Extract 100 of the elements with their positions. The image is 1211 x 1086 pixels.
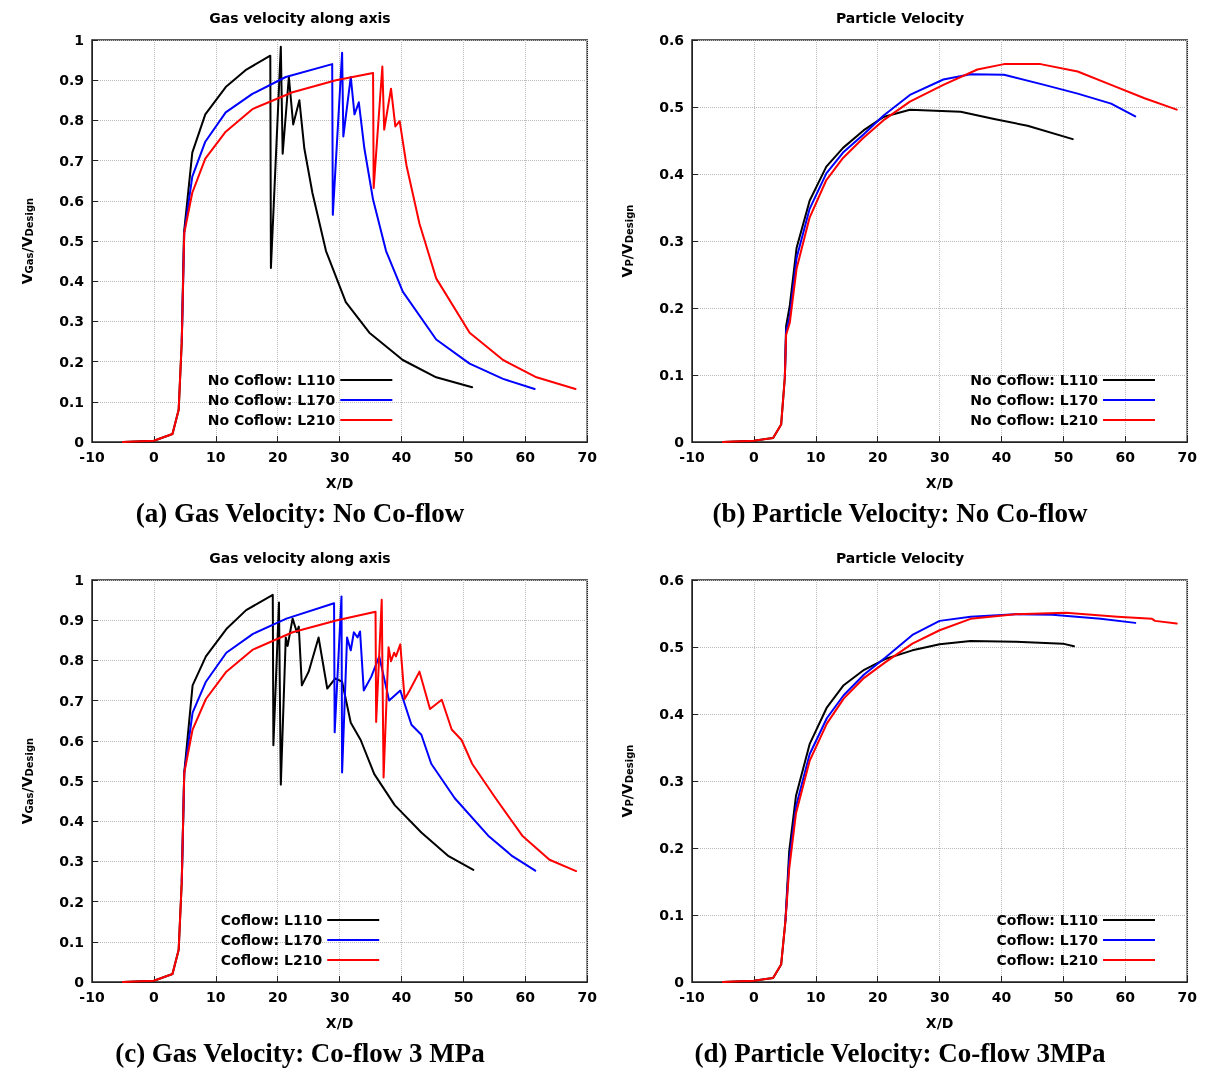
x-tick-label: -10 [79, 989, 105, 1005]
y-tick-label: 0.6 [59, 192, 84, 209]
legend-label: Coflow: L110 [996, 912, 1099, 928]
y-tick-label: 0.4 [659, 166, 685, 182]
chart-title: Gas velocity along axis [209, 10, 391, 26]
y-tick-label: 0.2 [659, 840, 684, 856]
x-tick-label: 50 [453, 989, 474, 1005]
x-tick-label: 10 [206, 989, 226, 1005]
x-tick-label: 20 [267, 449, 288, 465]
x-tick-label: 0 [149, 449, 160, 465]
x-axis-title: X/D [325, 475, 354, 491]
y-tick-label: 0.5 [659, 639, 684, 655]
y-tick-label: 0.6 [659, 572, 684, 588]
x-tick-label: 20 [267, 989, 288, 1005]
x-tick-label: 30 [929, 449, 950, 465]
x-tick-label: 60 [515, 449, 536, 465]
x-tick-label: 40 [991, 989, 1012, 1005]
legend-label: No Coflow: L210 [207, 412, 336, 428]
y-tick-label: 0.1 [59, 933, 84, 950]
legend-label: No Coflow: L110 [970, 372, 1099, 388]
x-tick-label: 40 [391, 989, 412, 1005]
x-tick-label: 60 [1115, 989, 1136, 1005]
x-axis-title: X/D [925, 1015, 954, 1031]
y-tick-label: 0.4 [59, 813, 85, 830]
x-tick-label: 70 [577, 989, 598, 1005]
y-tick-label: 0.5 [59, 773, 84, 789]
y-tick-label: 0.3 [59, 313, 84, 330]
x-tick-label: 30 [329, 449, 350, 465]
x-tick-label: 50 [1053, 989, 1074, 1005]
x-tick-label: 30 [929, 989, 950, 1005]
chart-title: Gas velocity along axis [209, 550, 391, 566]
x-tick-label: 70 [577, 449, 598, 465]
legend-label: No Coflow: L170 [970, 392, 1099, 408]
y-tick-label: 0.5 [659, 99, 684, 115]
x-tick-label: 60 [515, 989, 536, 1005]
y-tick-label: 0 [674, 434, 685, 450]
text: (c) Gas Velocity: Co-flow 3 MPa [114, 1038, 486, 1069]
chart-title: Particle Velocity [835, 10, 965, 26]
y-tick-label: 0.8 [59, 112, 84, 129]
legend-label: Coflow: L170 [996, 932, 1099, 948]
y-tick-label: 0 [74, 974, 85, 990]
legend-label: Coflow: L110 [220, 912, 323, 928]
legend-label: No Coflow: L210 [970, 412, 1099, 428]
y-tick-label: 0.9 [59, 612, 84, 629]
y-tick-label: 0.7 [59, 152, 84, 169]
y-tick-label: 0.4 [659, 706, 685, 722]
x-tick-label: 50 [453, 449, 474, 465]
x-tick-label: 0 [749, 449, 760, 465]
text: (a) Gas Velocity: No Co-flow [134, 498, 466, 529]
y-tick-label: 0.1 [659, 907, 684, 923]
x-tick-label: 40 [991, 449, 1012, 465]
x-axis-title: X/D [925, 475, 954, 491]
chart-title: Particle Velocity [835, 550, 965, 566]
x-axis-title: X/D [325, 1015, 354, 1031]
y-tick-label: 0.7 [59, 692, 84, 709]
y-tick-label: 1 [74, 572, 84, 588]
line-series [121, 598, 578, 983]
y-tick-label: 0.1 [59, 393, 84, 410]
y-tick-label: 1 [74, 32, 84, 48]
y-tick-label: 0.2 [59, 353, 84, 370]
y-tick-label: 0.3 [59, 853, 84, 870]
legend-label: No Coflow: L170 [207, 392, 336, 408]
y-tick-label: 0.2 [59, 893, 84, 910]
y-tick-label: 0.8 [59, 652, 84, 669]
x-tick-label: 70 [1177, 449, 1198, 465]
x-tick-label: 10 [806, 449, 826, 465]
y-tick-label: 0.5 [59, 233, 84, 249]
y-tick-label: 0.4 [59, 273, 85, 290]
x-tick-label: -10 [679, 989, 705, 1005]
x-tick-label: -10 [679, 449, 705, 465]
x-tick-label: 40 [391, 449, 412, 465]
x-tick-label: -10 [79, 449, 105, 465]
x-tick-label: 0 [749, 989, 760, 1005]
x-tick-label: 30 [329, 989, 350, 1005]
y-tick-label: 0.1 [659, 367, 684, 383]
line-series [721, 63, 1178, 443]
y-tick-label: 0 [674, 974, 685, 990]
x-tick-label: 50 [1053, 449, 1074, 465]
x-tick-label: 10 [206, 449, 226, 465]
text: (b) Particle Velocity: No Co-flow [711, 498, 1089, 529]
line-series [121, 65, 577, 443]
legend-label: Coflow: L210 [996, 952, 1099, 968]
x-tick-label: 70 [1177, 989, 1198, 1005]
x-tick-label: 60 [1115, 449, 1136, 465]
legend-label: No Coflow: L110 [207, 372, 336, 388]
legend-label: Coflow: L170 [220, 932, 323, 948]
y-tick-label: 0 [74, 434, 85, 450]
x-tick-label: 10 [806, 989, 826, 1005]
x-tick-label: 20 [867, 989, 888, 1005]
x-tick-label: 0 [149, 989, 160, 1005]
y-tick-label: 0.9 [59, 72, 84, 89]
y-tick-label: 0.6 [659, 32, 684, 48]
y-tick-label: 0.3 [659, 233, 684, 249]
x-tick-label: 20 [867, 449, 888, 465]
text: (d) Particle Velocity: Co-flow 3MPa [693, 1038, 1107, 1069]
y-tick-label: 0.6 [59, 732, 84, 749]
y-tick-label: 0.3 [659, 773, 684, 789]
legend-label: Coflow: L210 [220, 952, 323, 968]
line-series [721, 611, 1178, 983]
y-tick-label: 0.2 [659, 300, 684, 316]
